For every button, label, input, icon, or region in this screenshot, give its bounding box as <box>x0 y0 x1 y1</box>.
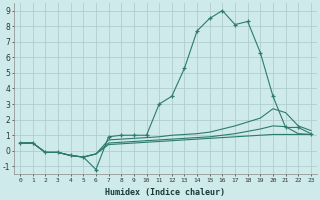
X-axis label: Humidex (Indice chaleur): Humidex (Indice chaleur) <box>106 188 226 197</box>
